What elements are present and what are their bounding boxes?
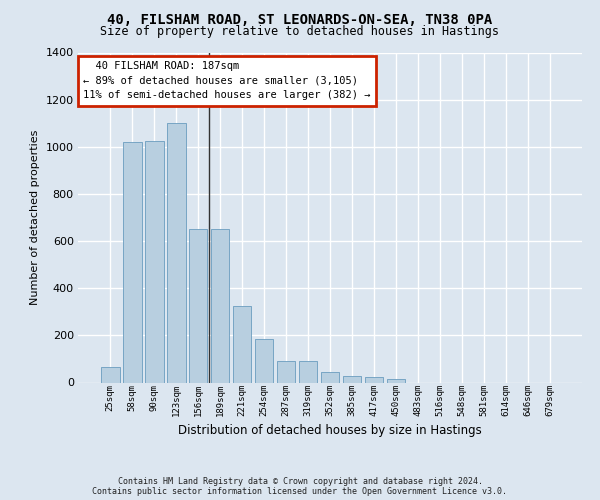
Bar <box>233 306 251 382</box>
Bar <box>123 142 142 382</box>
Bar <box>145 141 164 382</box>
Bar <box>386 379 405 382</box>
Text: 40, FILSHAM ROAD, ST LEONARDS-ON-SEA, TN38 0PA: 40, FILSHAM ROAD, ST LEONARDS-ON-SEA, TN… <box>107 12 493 26</box>
Bar <box>189 230 208 382</box>
Text: Contains HM Land Registry data © Crown copyright and database right 2024.
Contai: Contains HM Land Registry data © Crown c… <box>92 476 508 496</box>
Bar <box>320 372 340 382</box>
Bar <box>255 339 274 382</box>
Y-axis label: Number of detached properties: Number of detached properties <box>30 130 40 305</box>
Bar <box>211 230 229 382</box>
Bar <box>167 123 185 382</box>
Text: Size of property relative to detached houses in Hastings: Size of property relative to detached ho… <box>101 25 499 38</box>
X-axis label: Distribution of detached houses by size in Hastings: Distribution of detached houses by size … <box>178 424 482 438</box>
Bar <box>299 362 317 382</box>
Bar <box>343 376 361 382</box>
Bar <box>365 376 383 382</box>
Bar <box>101 367 119 382</box>
Bar <box>277 362 295 382</box>
Text: 40 FILSHAM ROAD: 187sqm
← 89% of detached houses are smaller (3,105)
11% of semi: 40 FILSHAM ROAD: 187sqm ← 89% of detache… <box>83 60 371 100</box>
